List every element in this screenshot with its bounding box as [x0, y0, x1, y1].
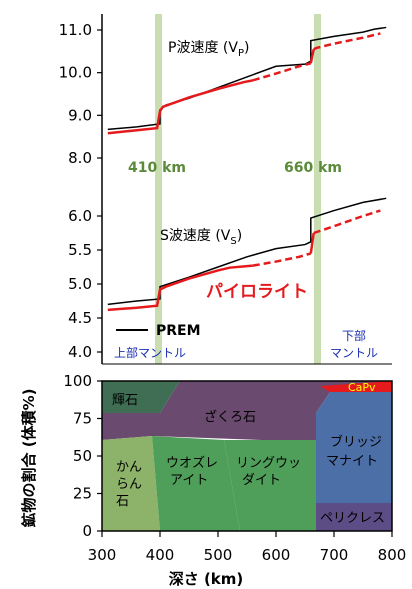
ringwoodite-region — [224, 440, 316, 531]
p-series-1-dashed-lower — [313, 32, 381, 51]
mineral-wadsleyite-1: ウオズレ — [166, 455, 218, 471]
mineral-olivine-1: かん — [116, 460, 142, 475]
lower-mantle-label-2: マントル — [330, 346, 378, 360]
s-ytick-label: 4.0 — [68, 343, 92, 361]
mineral-ytick-label: 50 — [73, 447, 92, 465]
s-series-1-solid — [107, 264, 253, 312]
s-series-1-dashed-lower — [313, 209, 381, 235]
x-tick-label: 600 — [262, 546, 291, 564]
p-series-1-solid — [107, 79, 254, 135]
x-tick-label: 700 — [320, 546, 349, 564]
mineral-ytick-label: 75 — [73, 410, 92, 428]
s-wave-title: S波速度 (VS) — [160, 228, 242, 247]
s-ytick-label: 4.5 — [68, 309, 92, 327]
mineral-olivine-2: らん — [116, 477, 142, 492]
upper-mantle-label: 上部マントル — [114, 345, 186, 360]
x-tick-label: 800 — [378, 546, 407, 564]
lower-mantle-label-1: 下部 — [342, 328, 366, 343]
periclase-region — [316, 503, 392, 531]
label-410km: 410 km — [128, 160, 186, 176]
s-ytick-label: 6.0 — [68, 207, 92, 225]
mineral-olivine-3: 石 — [116, 494, 129, 509]
s-series-0 — [107, 197, 387, 306]
mineral-wadsleyite-2: アイト — [170, 473, 208, 488]
pyroxene-region — [102, 381, 180, 413]
band-660 — [314, 14, 321, 364]
mineral-ringwoodite-2: ダイト — [242, 473, 281, 488]
mineral-garnet: ざくろ石 — [204, 409, 256, 425]
s-series-1-dashed — [252, 252, 312, 267]
mineral-pyroxene: 輝石 — [112, 393, 138, 408]
p-ytick-label: 11.0 — [59, 21, 92, 39]
wadsleyite-region — [152, 436, 240, 531]
s-ytick-label: 5.0 — [68, 275, 92, 293]
y-axis-label: 鉱物の割合 (体積%) — [20, 389, 38, 528]
mineral-ringwoodite-1: リングウッ — [236, 456, 301, 471]
mineral-ytick-label: 0 — [82, 522, 92, 540]
x-tick-label: 500 — [204, 546, 233, 564]
bridgmanite-region — [316, 392, 392, 503]
x-tick-label: 300 — [88, 546, 117, 564]
p-ytick-label: 9.0 — [68, 106, 92, 124]
mineral-periclase: ペリクレス — [320, 511, 385, 526]
mineral-ytick-label: 25 — [73, 485, 92, 503]
p-wave-title: P波速度 (VP) — [168, 40, 249, 59]
x-axis-label: 深さ (km) — [169, 570, 244, 588]
prem-legend-label: PREM — [156, 323, 201, 339]
s-series-1-jump — [309, 232, 315, 254]
p-ytick-label: 8.0 — [68, 149, 92, 167]
capv-region — [320, 381, 392, 392]
olivine-region — [102, 436, 160, 531]
label-660km: 660 km — [284, 160, 342, 176]
p-ytick-label: 10.0 — [59, 64, 92, 82]
s-ytick-label: 5.5 — [68, 241, 92, 259]
mineral-panel — [101, 380, 393, 532]
mineral-bridgmanite-2: マナイト — [326, 454, 378, 469]
garnet-lower-region — [102, 413, 316, 440]
pyrolite-label: パイロライト — [206, 282, 308, 302]
mineral-capv: CaPv — [348, 381, 376, 394]
p-series-1-dashed — [252, 62, 312, 82]
band-410 — [155, 14, 162, 364]
mineral-bridgmanite-1: ブリッジ — [330, 434, 382, 450]
mineral-ytick-label: 100 — [63, 372, 92, 390]
p-series-1-jump — [309, 48, 315, 64]
x-tick-label: 400 — [146, 546, 175, 564]
